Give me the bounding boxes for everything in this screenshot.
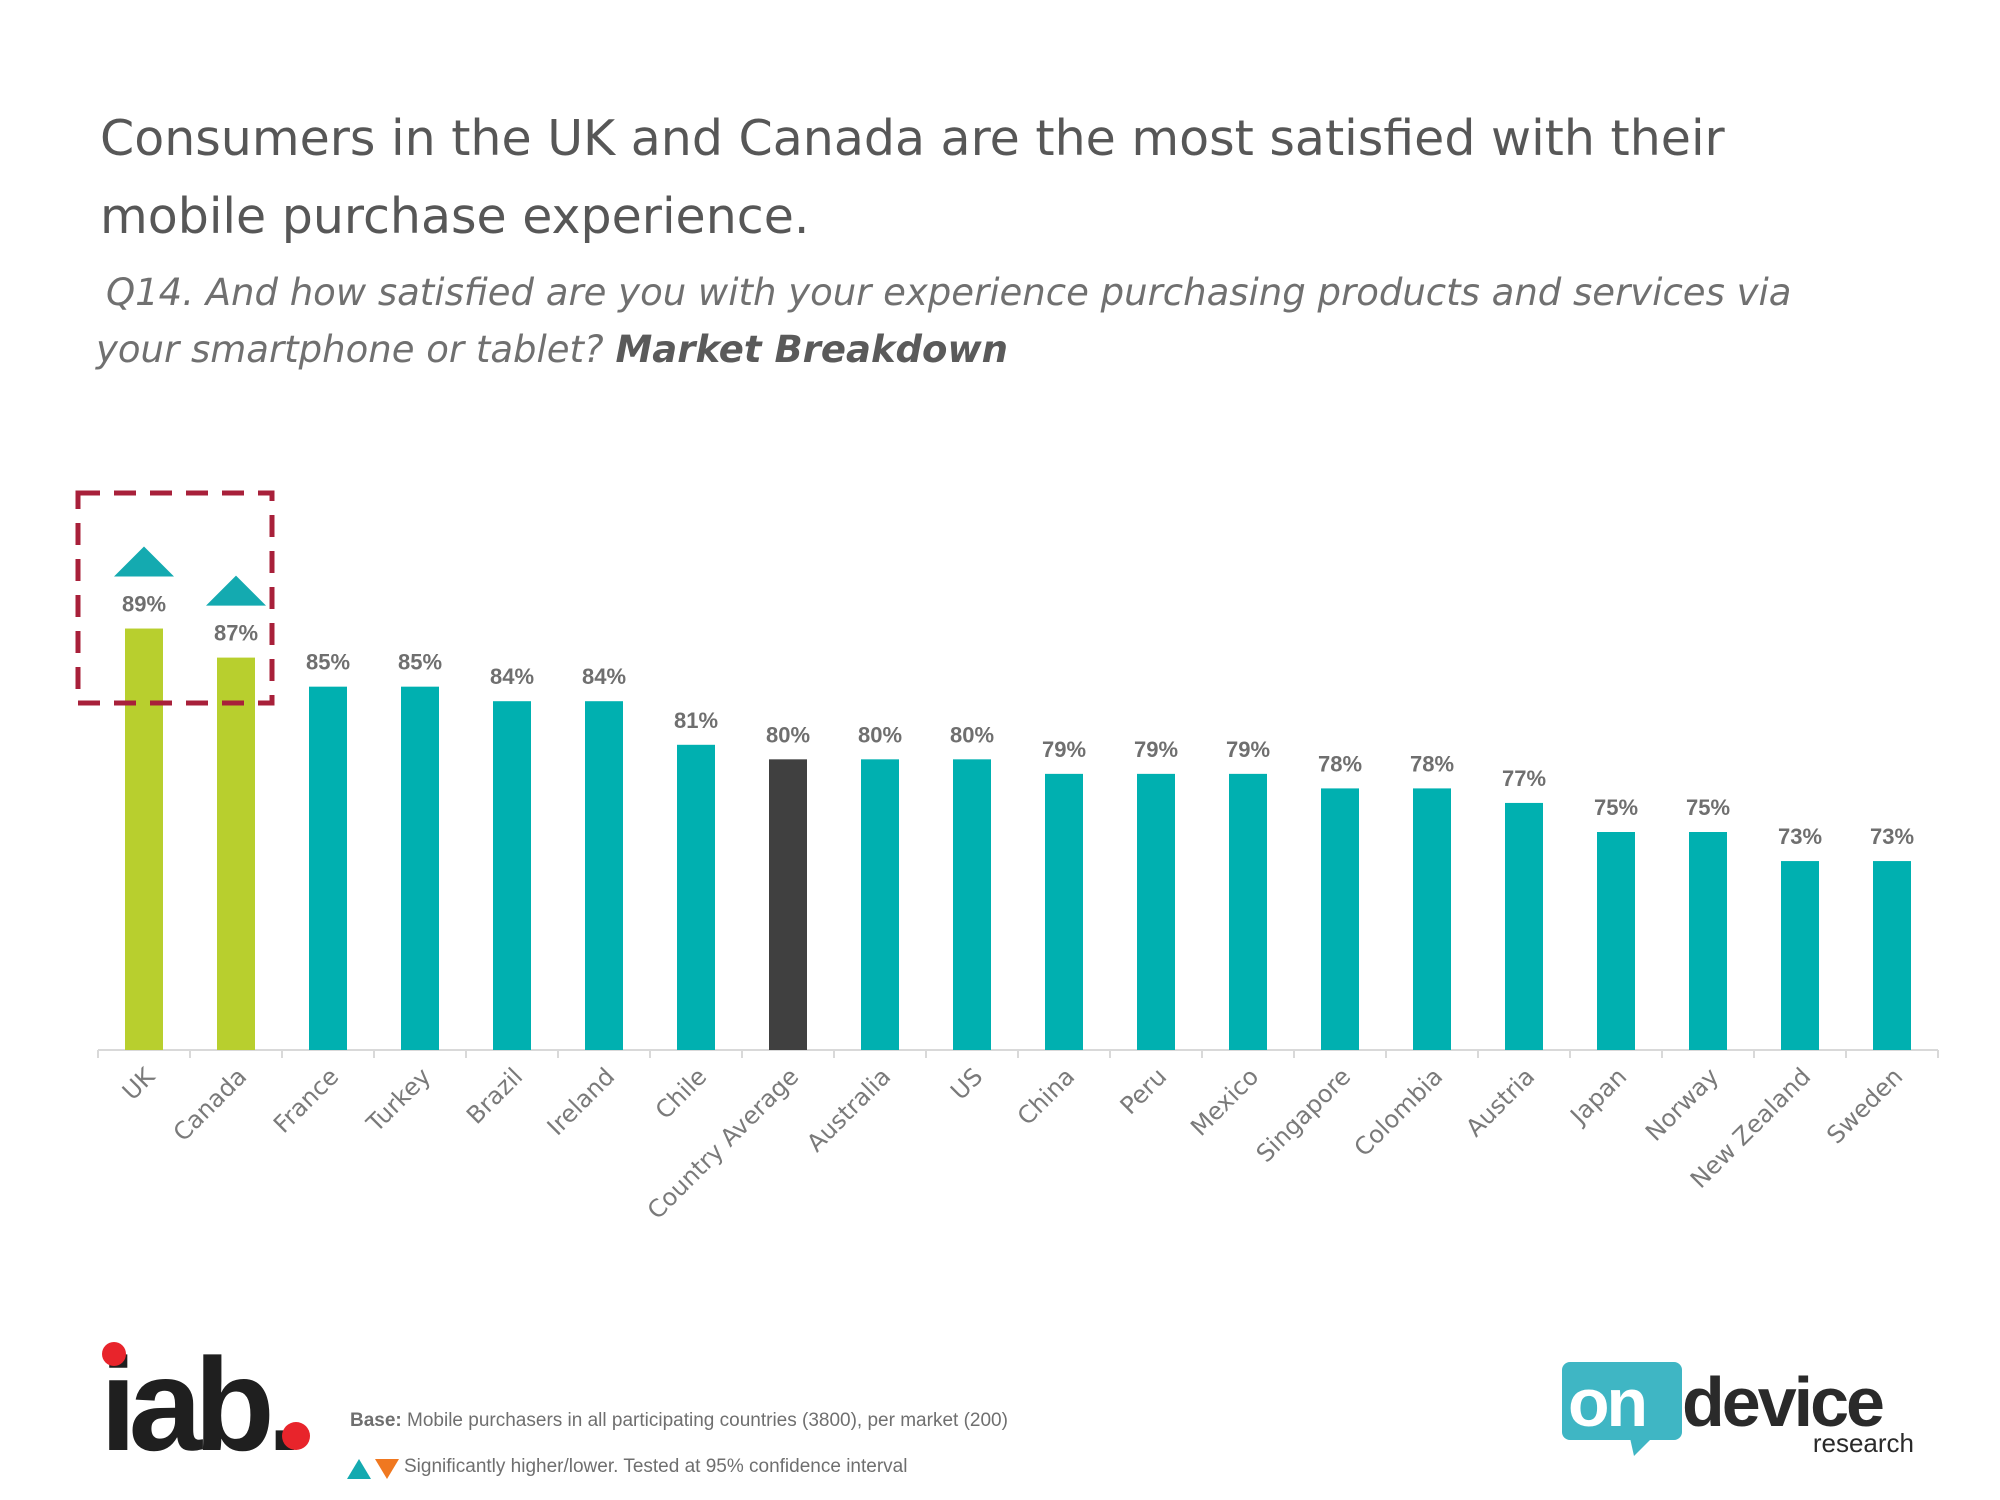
base-text: Mobile purchasers in all participating c… [407, 1410, 1008, 1431]
x-tick-label-norway: Norway [1640, 1062, 1724, 1146]
significance-up-icon [114, 546, 174, 577]
significance-note: Significantly higher/lower. Tested at 95… [404, 1456, 908, 1477]
bar-turkey [401, 686, 439, 1050]
data-label-chile: 81% [674, 708, 718, 733]
iab-dot-icon [102, 1342, 126, 1366]
bar-us [953, 759, 991, 1050]
data-label-brazil: 84% [490, 664, 534, 689]
logo-research-text: research [1813, 1428, 1914, 1458]
page-title: Consumers in the UK and Canada are the m… [100, 110, 1725, 245]
x-tick-label-country-average: Country Average [642, 1062, 804, 1224]
bar-norway [1689, 832, 1727, 1050]
bar-japan [1597, 832, 1635, 1050]
data-label-new-zealand: 73% [1778, 824, 1822, 849]
bar-sweden [1873, 861, 1911, 1050]
triangle-down-icon [375, 1459, 399, 1479]
significance-up-icon [206, 575, 266, 606]
data-label-uk: 89% [122, 592, 166, 617]
base-footnote: Base: Mobile purchasers in all participa… [350, 1410, 1008, 1432]
x-tick-label-peru: Peru [1115, 1062, 1173, 1120]
data-label-mexico: 79% [1226, 737, 1270, 762]
highlight-box [75, 490, 275, 706]
bar-peru [1137, 773, 1175, 1050]
bar-chile [677, 744, 715, 1050]
chart-subtitle: Q14. And how satisfied are you with your… [96, 264, 1876, 378]
x-tick-label-ireland: Ireland [542, 1062, 620, 1141]
bar-australia [861, 759, 899, 1050]
data-label-canada: 87% [214, 621, 258, 646]
x-tick-label-chile: Chile [650, 1062, 712, 1124]
data-label-japan: 75% [1594, 795, 1638, 820]
ondevice-research-logo: on device research [1562, 1362, 1914, 1458]
data-label-france: 85% [306, 650, 350, 675]
x-tick-label-us: US [945, 1062, 988, 1105]
data-label-turkey: 85% [398, 650, 442, 675]
x-tick-label-austria: Austria [1460, 1062, 1540, 1142]
x-tick-label-japan: Japan [1564, 1062, 1633, 1131]
x-tick-label-uk: UK [117, 1062, 161, 1106]
x-tick-label-china: China [1012, 1062, 1080, 1130]
bar-colombia [1413, 788, 1451, 1050]
bar-chart: 89% UK 87% Canada 85% France 85% Turkey 84% Brazi… [75, 490, 1939, 1225]
data-label-austria: 77% [1502, 766, 1546, 791]
x-tick-label-australia: Australia [801, 1062, 896, 1157]
bar-uk [125, 628, 163, 1050]
data-label-ireland: 84% [582, 664, 626, 689]
x-tick-label-brazil: Brazil [461, 1062, 528, 1129]
data-label-norway: 75% [1686, 795, 1730, 820]
speech-bubble-icon [1562, 1362, 1682, 1440]
bar-china [1045, 773, 1083, 1050]
x-tick-label-france: France [268, 1062, 344, 1138]
question-text: Q14. And how satisfied are you with your… [96, 271, 1792, 371]
data-label-us: 80% [950, 722, 994, 747]
x-tick-label-colombia: Colombia [1349, 1062, 1449, 1162]
data-label-australia: 80% [858, 722, 902, 747]
bar-france [309, 686, 347, 1050]
data-label-country-average: 80% [766, 722, 810, 747]
bar-new-zealand [1781, 861, 1819, 1050]
bar-brazil [493, 701, 531, 1050]
logo-on-text: on [1568, 1365, 1645, 1441]
bar-country-average [769, 759, 807, 1050]
data-label-sweden: 73% [1870, 824, 1914, 849]
data-label-colombia: 78% [1410, 751, 1454, 776]
logo-device-text: device [1682, 1363, 1883, 1441]
x-tick-label-turkey: Turkey [361, 1062, 437, 1138]
base-label: Base: [350, 1410, 402, 1431]
x-tick-label-mexico: Mexico [1185, 1062, 1264, 1141]
significance-legend [347, 1459, 399, 1479]
data-label-china: 79% [1042, 737, 1086, 762]
iab-logo: iab. [100, 1340, 310, 1470]
subtitle-emphasis: Market Breakdown [615, 328, 1008, 371]
bar-singapore [1321, 788, 1359, 1050]
bar-austria [1505, 802, 1543, 1050]
iab-logo-text: iab. [100, 1340, 295, 1470]
bar-ireland [585, 701, 623, 1050]
triangle-up-icon [347, 1459, 371, 1479]
data-label-peru: 79% [1134, 737, 1178, 762]
iab-period-icon [282, 1422, 310, 1450]
x-tick-label-canada: Canada [168, 1062, 252, 1146]
bar-canada [217, 657, 255, 1050]
bar-mexico [1229, 773, 1267, 1050]
x-tick-label-singapore: Singapore [1251, 1062, 1356, 1167]
x-tick-label-sweden: Sweden [1821, 1062, 1908, 1149]
data-label-singapore: 78% [1318, 751, 1362, 776]
